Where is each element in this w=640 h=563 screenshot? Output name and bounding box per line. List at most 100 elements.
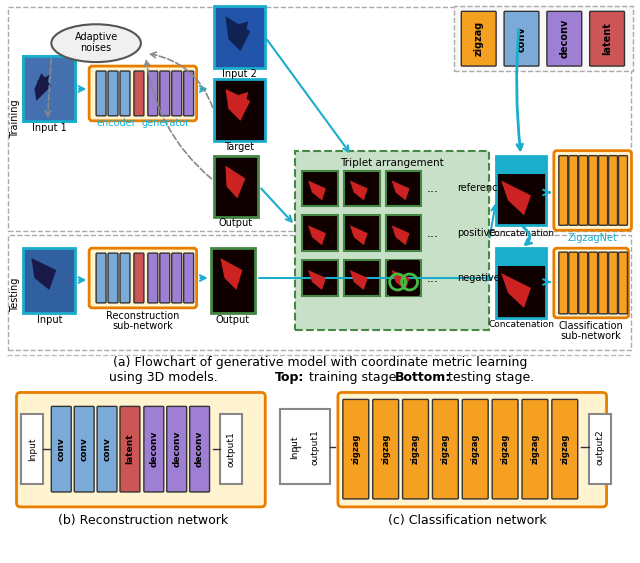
Bar (24, 56, 76, 121)
Bar (344, 260, 380, 296)
Text: Reconstruction: Reconstruction (106, 311, 180, 321)
Polygon shape (225, 89, 250, 121)
Polygon shape (225, 166, 245, 198)
FancyBboxPatch shape (89, 66, 196, 121)
FancyBboxPatch shape (108, 253, 118, 303)
FancyBboxPatch shape (74, 406, 94, 492)
Polygon shape (392, 270, 410, 290)
Text: training stage.: training stage. (305, 371, 404, 384)
FancyBboxPatch shape (569, 252, 578, 314)
FancyBboxPatch shape (184, 253, 194, 303)
FancyBboxPatch shape (189, 406, 209, 492)
FancyBboxPatch shape (554, 248, 628, 318)
FancyBboxPatch shape (554, 151, 632, 230)
FancyBboxPatch shape (343, 399, 369, 499)
Polygon shape (350, 270, 368, 290)
Bar (302, 171, 338, 207)
Polygon shape (36, 75, 49, 83)
Text: zigzag: zigzag (441, 434, 450, 464)
Polygon shape (501, 181, 531, 215)
FancyBboxPatch shape (569, 155, 578, 225)
Polygon shape (225, 16, 250, 51)
Bar (24, 56, 76, 121)
FancyBboxPatch shape (559, 252, 568, 314)
FancyBboxPatch shape (96, 71, 106, 116)
Bar (24, 248, 76, 313)
FancyBboxPatch shape (462, 399, 488, 499)
Polygon shape (392, 225, 410, 245)
Bar (302, 215, 338, 251)
FancyBboxPatch shape (96, 253, 106, 303)
Text: Input: Input (28, 437, 37, 461)
Bar (280, 409, 330, 484)
FancyBboxPatch shape (167, 406, 187, 492)
Text: Adaptive: Adaptive (74, 32, 118, 42)
FancyBboxPatch shape (547, 11, 582, 66)
Text: zigzag: zigzag (411, 434, 420, 464)
Text: conv: conv (79, 437, 89, 461)
Text: deconv: deconv (149, 431, 158, 467)
FancyBboxPatch shape (403, 399, 428, 499)
Bar (8, 7, 632, 231)
Text: latent: latent (125, 434, 134, 464)
FancyBboxPatch shape (160, 71, 170, 116)
FancyBboxPatch shape (172, 71, 182, 116)
FancyBboxPatch shape (522, 399, 548, 499)
Ellipse shape (51, 24, 141, 62)
Polygon shape (392, 181, 410, 200)
FancyBboxPatch shape (609, 155, 618, 225)
FancyBboxPatch shape (579, 252, 588, 314)
Text: generator: generator (141, 118, 190, 128)
FancyBboxPatch shape (108, 71, 118, 116)
Text: Output: Output (216, 315, 250, 325)
Text: Target: Target (225, 142, 255, 151)
Text: sub-network: sub-network (113, 321, 173, 331)
Text: testing stage.: testing stage. (444, 371, 534, 384)
Text: Concatenation: Concatenation (488, 320, 554, 329)
Bar (496, 248, 546, 266)
Bar (22, 414, 44, 484)
FancyBboxPatch shape (552, 399, 578, 499)
Polygon shape (308, 181, 326, 200)
Text: Top:: Top: (275, 371, 305, 384)
Polygon shape (221, 258, 243, 290)
Text: ...: ... (426, 182, 438, 195)
FancyBboxPatch shape (144, 406, 164, 492)
Text: Triplet arrangement: Triplet arrangement (340, 158, 444, 168)
Text: zigzag: zigzag (351, 434, 360, 464)
Polygon shape (308, 270, 326, 290)
Text: zigzag: zigzag (474, 21, 484, 56)
FancyBboxPatch shape (120, 406, 140, 492)
FancyBboxPatch shape (492, 399, 518, 499)
FancyBboxPatch shape (51, 406, 71, 492)
Text: output1: output1 (227, 431, 236, 467)
Text: zigzag: zigzag (531, 434, 540, 464)
FancyBboxPatch shape (17, 392, 265, 507)
Polygon shape (232, 21, 248, 29)
FancyBboxPatch shape (504, 11, 539, 66)
FancyBboxPatch shape (598, 155, 607, 225)
Polygon shape (350, 225, 368, 245)
Bar (302, 260, 338, 296)
FancyBboxPatch shape (589, 252, 598, 314)
Bar (496, 248, 546, 318)
Text: conv: conv (57, 437, 66, 461)
Text: ZigzagNet: ZigzagNet (568, 233, 618, 243)
Bar (214, 79, 265, 141)
Bar (388, 260, 419, 296)
FancyBboxPatch shape (134, 253, 144, 303)
Bar (386, 171, 422, 207)
FancyBboxPatch shape (559, 155, 568, 225)
Text: deconv: deconv (195, 431, 204, 467)
Text: sub-network: sub-network (560, 330, 621, 341)
Text: conv: conv (102, 437, 111, 461)
FancyBboxPatch shape (338, 392, 607, 507)
Text: output2: output2 (595, 430, 604, 465)
FancyBboxPatch shape (618, 252, 627, 314)
FancyBboxPatch shape (609, 252, 618, 314)
Text: Training: Training (10, 100, 20, 138)
Text: zigzag: zigzag (381, 434, 390, 464)
Text: positive: positive (458, 228, 496, 238)
Text: negative: negative (458, 273, 500, 283)
Text: zigzag: zigzag (471, 434, 480, 464)
